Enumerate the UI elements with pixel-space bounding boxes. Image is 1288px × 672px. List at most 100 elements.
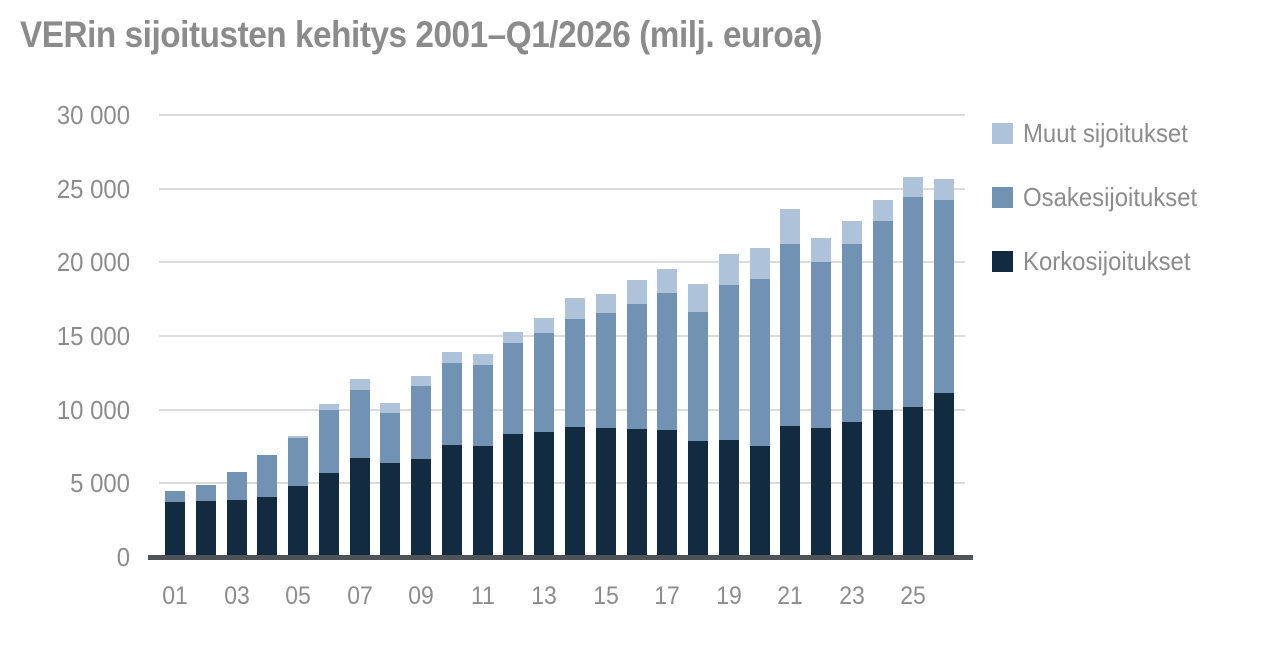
bar-segment-muut-sijoitukset — [380, 403, 401, 414]
bar-segment-osakesijoitukset — [626, 303, 647, 429]
y-tick-label: 25 000 — [56, 173, 130, 204]
bar-segment-osakesijoitukset — [811, 262, 832, 429]
gridline — [159, 335, 965, 337]
bar-segment-korkosijoitukset — [411, 459, 432, 557]
bar-segment-korkosijoitukset — [780, 425, 801, 557]
gridline — [159, 408, 965, 411]
bar-segment-korkosijoitukset — [534, 431, 555, 557]
x-tick-label: 09 — [408, 582, 434, 610]
chart-title: VERin sijoitusten kehitys 2001–Q1/2026 (… — [20, 14, 823, 55]
bar-2014 — [565, 115, 585, 557]
bar-2017 — [657, 115, 678, 557]
bar-segment-osakesijoitukset — [718, 285, 739, 440]
bar-segment-muut-sijoitukset — [441, 352, 462, 364]
bar-segment-korkosijoitukset — [257, 497, 278, 557]
bar-2016 — [626, 115, 647, 557]
bar-2021 — [780, 115, 801, 557]
legend-item-korkosijoitukset: Korkosijoitukset — [992, 246, 1212, 276]
bar-segment-korkosijoitukset — [441, 445, 462, 557]
bar-2013 — [534, 115, 555, 557]
bar-segment-korkosijoitukset — [688, 441, 709, 557]
bar-segment-muut-sijoitukset — [903, 176, 924, 197]
legend-item-muut-sijoitukset: Muut sijoitukset — [992, 118, 1212, 148]
bar-segment-muut-sijoitukset — [318, 403, 339, 411]
bar-segment-osakesijoitukset — [534, 333, 555, 432]
y-tick-label: 5 000 — [70, 468, 130, 499]
bar-segment-korkosijoitukset — [165, 501, 185, 557]
gridline — [159, 114, 965, 116]
bar-segment-korkosijoitukset — [318, 473, 339, 557]
bar-segment-korkosijoitukset — [226, 499, 247, 557]
bar-segment-korkosijoitukset — [903, 407, 924, 557]
legend: Muut sijoitukset Osakesijoitukset Korkos… — [992, 118, 1212, 314]
x-tick-label: 15 — [592, 582, 619, 610]
bar-segment-muut-sijoitukset — [841, 221, 862, 244]
bar-segment-muut-sijoitukset — [472, 353, 493, 366]
bar-segment-osakesijoitukset — [165, 490, 185, 502]
x-axis: 01 03 05 07 09 11 13 15 17 19 21 23 25 — [150, 582, 965, 612]
bar-2004 — [257, 115, 278, 557]
bar-segment-korkosijoitukset — [288, 485, 309, 557]
bar-segment-osakesijoitukset — [565, 319, 585, 427]
bar-2007 — [349, 115, 370, 557]
bar-segment-muut-sijoitukset — [934, 179, 955, 201]
x-tick-label: 01 — [162, 582, 188, 610]
bar-segment-muut-sijoitukset — [626, 280, 647, 304]
bar-segment-osakesijoitukset — [903, 196, 924, 408]
y-tick-label: 20 000 — [56, 247, 130, 278]
bar-segment-osakesijoitukset — [195, 484, 216, 502]
bar-segment-osakesijoitukset — [411, 386, 432, 460]
bar-2018 — [688, 115, 709, 557]
bar-segment-osakesijoitukset — [318, 410, 339, 474]
bar-Q1/2026 — [934, 115, 955, 557]
bar-segment-muut-sijoitukset — [288, 436, 309, 439]
bar-2020 — [749, 115, 770, 557]
bar-segment-osakesijoitukset — [749, 279, 770, 446]
bar-2010 — [441, 115, 462, 557]
bar-segment-muut-sijoitukset — [657, 268, 678, 294]
bar-segment-muut-sijoitukset — [595, 294, 616, 314]
bar-segment-korkosijoitukset — [749, 445, 770, 557]
bar-segment-korkosijoitukset — [595, 428, 616, 557]
y-tick-label: 10 000 — [56, 394, 130, 425]
bar-segment-korkosijoitukset — [472, 445, 493, 557]
legend-swatch-korkosijoitukset — [992, 251, 1013, 272]
x-tick-label: 13 — [531, 582, 558, 610]
bar-segment-osakesijoitukset — [780, 243, 801, 426]
y-tick-label: 15 000 — [56, 321, 130, 351]
bar-2009 — [411, 115, 432, 557]
bar-segment-muut-sijoitukset — [411, 375, 432, 387]
bar-segment-osakesijoitukset — [841, 243, 862, 423]
bar-segment-osakesijoitukset — [257, 455, 278, 498]
bar-2019 — [718, 115, 739, 557]
bar-segment-osakesijoitukset — [688, 312, 709, 442]
x-tick-label: 05 — [285, 582, 311, 610]
bar-segment-muut-sijoitukset — [349, 379, 370, 390]
bar-2022 — [811, 115, 832, 557]
bar-segment-osakesijoitukset — [657, 293, 678, 431]
bars-group — [150, 115, 965, 557]
bar-segment-muut-sijoitukset — [534, 317, 555, 334]
bar-segment-osakesijoitukset — [288, 438, 309, 486]
bar-2001 — [165, 115, 185, 557]
bar-segment-osakesijoitukset — [380, 413, 401, 463]
bar-segment-korkosijoitukset — [565, 426, 585, 557]
bar-2002 — [195, 115, 216, 557]
y-tick-label: 30 000 — [56, 100, 130, 130]
bar-segment-korkosijoitukset — [626, 428, 647, 557]
legend-swatch-muut-sijoitukset — [992, 123, 1013, 144]
bar-2025 — [903, 115, 924, 557]
legend-label: Korkosijoitukset — [1023, 246, 1191, 276]
bar-segment-muut-sijoitukset — [749, 248, 770, 280]
bar-segment-osakesijoitukset — [226, 471, 247, 500]
x-tick-label: 17 — [654, 582, 681, 610]
legend-label: Muut sijoitukset — [1023, 118, 1188, 148]
bar-segment-muut-sijoitukset — [811, 238, 832, 263]
bar-2011 — [472, 115, 493, 557]
gridline — [159, 187, 965, 190]
bar-segment-osakesijoitukset — [595, 313, 616, 429]
x-axis-line — [148, 555, 973, 560]
bar-2015 — [595, 115, 616, 557]
bar-segment-muut-sijoitukset — [872, 200, 893, 222]
bar-segment-osakesijoitukset — [872, 221, 893, 410]
